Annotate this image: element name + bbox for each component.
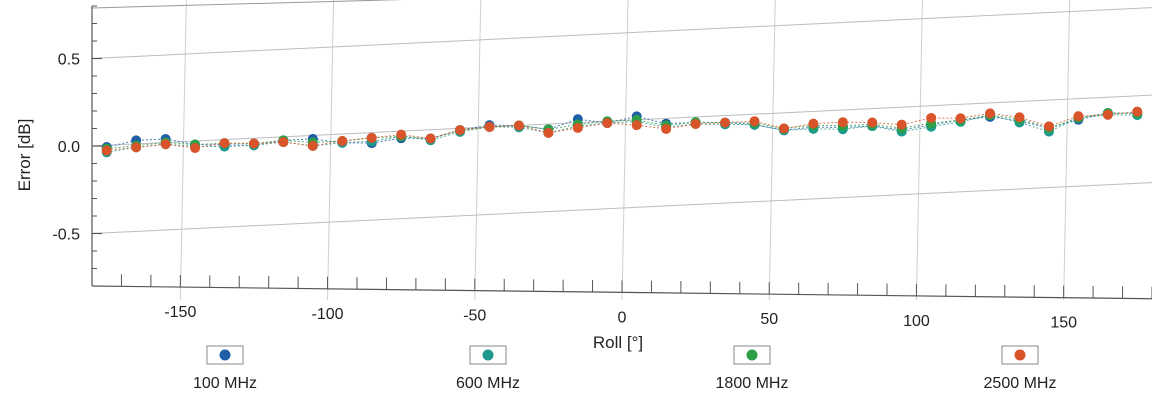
data-point: [455, 125, 466, 136]
data-point: [543, 127, 554, 138]
grid-line-y: [91, 7, 1152, 59]
legend-marker: [482, 349, 494, 361]
grid-line-y: [91, 182, 1152, 234]
grid-line-x: [768, 0, 776, 301]
legend-item: 100 MHz: [193, 345, 257, 392]
plot-top-border: [91, 0, 404, 9]
data-point: [926, 112, 937, 123]
x-axis-label: Roll [°]: [593, 333, 643, 352]
legend-label: 1800 MHz: [716, 375, 789, 392]
grid-line-x: [1063, 0, 1071, 301]
grid: [91, 0, 1152, 301]
data-point: [985, 108, 996, 119]
data-point: [101, 145, 112, 156]
grid-line-x: [474, 0, 482, 301]
data-point: [131, 142, 142, 153]
axes: 0.5 0.0 -0.5 -150 -100 -50 0 50 100 150: [52, 5, 1152, 332]
x-tick-label: 150: [1050, 315, 1077, 332]
legend-label: 2500 MHz: [984, 375, 1057, 392]
data-point: [248, 138, 259, 149]
data-point: [808, 118, 819, 129]
legend-item: 600 MHz: [456, 345, 520, 392]
data-point: [366, 132, 377, 143]
series-2500-mhz: [101, 106, 1143, 156]
data-point: [484, 121, 495, 132]
x-tick-label: -50: [463, 308, 486, 325]
y-tick-label: 0.5: [58, 52, 80, 69]
legend-label: 600 MHz: [456, 375, 520, 392]
legend-label: 100 MHz: [193, 375, 257, 392]
data-point: [690, 119, 701, 130]
data-point: [778, 123, 789, 134]
x-tick-label: 0: [618, 309, 627, 326]
grid-line-x: [327, 0, 335, 301]
data-point: [572, 122, 583, 133]
series-line: [106, 112, 1138, 150]
x-tick-label: -150: [164, 304, 196, 321]
y-tick-label: 0.0: [58, 139, 80, 156]
data-point: [337, 135, 348, 146]
data-point: [955, 113, 966, 124]
legend-marker: [746, 349, 758, 361]
data-point: [749, 116, 760, 127]
legend-item: 2500 MHz: [984, 345, 1057, 392]
data-point: [837, 117, 848, 128]
data-point: [190, 143, 201, 154]
grid-line-y: [91, 94, 1152, 147]
legend-marker: [1014, 349, 1026, 361]
grid-line-x: [621, 0, 629, 301]
grid-line-x: [915, 0, 923, 301]
data-point: [896, 119, 907, 130]
data-point: [1073, 111, 1084, 122]
data-point: [219, 138, 230, 149]
legend: 100 MHz 600 MHz 1800 MHz 2500 MHz: [193, 345, 1057, 392]
y-tick-label: -0.5: [52, 227, 80, 244]
data-point: [160, 139, 171, 150]
x-tick-label: 100: [903, 313, 930, 330]
data-point: [513, 120, 524, 131]
series: [101, 106, 1143, 158]
data-point: [307, 140, 318, 151]
x-tick-label: -100: [312, 306, 344, 323]
series-line: [106, 112, 1138, 148]
legend-marker: [219, 349, 231, 361]
data-point: [1014, 112, 1025, 123]
data-point: [661, 123, 672, 134]
data-point: [602, 118, 613, 129]
data-point: [720, 117, 731, 128]
data-point: [1102, 109, 1113, 120]
y-axis-label: Error [dB]: [15, 119, 34, 192]
data-point: [425, 133, 436, 144]
data-point: [278, 137, 289, 148]
data-point: [631, 120, 642, 131]
data-point: [867, 117, 878, 128]
grid-line-x: [179, 0, 187, 301]
legend-item: 1800 MHz: [716, 345, 789, 392]
data-point: [396, 129, 407, 140]
data-point: [1132, 106, 1143, 117]
data-point: [1043, 121, 1054, 132]
x-tick-label: 50: [760, 311, 778, 328]
